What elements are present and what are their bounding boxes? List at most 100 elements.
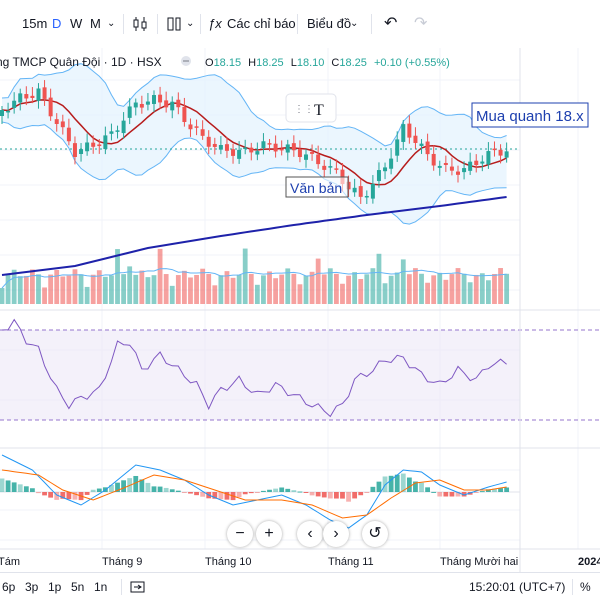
candle-body <box>224 144 229 151</box>
candle <box>474 154 479 173</box>
date-range-icon[interactable] <box>130 580 146 594</box>
candle <box>60 114 65 135</box>
volume-bar <box>66 275 72 304</box>
text-tool-popup[interactable] <box>285 93 337 123</box>
macd-histogram-bar <box>370 486 376 492</box>
candle-body <box>18 93 23 103</box>
volume-bar <box>370 268 376 304</box>
candle <box>443 155 448 172</box>
candlestick-icon[interactable] <box>132 16 148 36</box>
candle-body <box>66 127 71 142</box>
chart-type-button[interactable]: Biểu đồ <box>307 16 352 31</box>
symbol-title[interactable]: ng TMCP Quân Đội · 1D · HSX <box>0 55 162 69</box>
volume-bar <box>30 269 35 304</box>
candle <box>468 152 473 175</box>
candle-body <box>188 124 193 130</box>
candle <box>291 135 296 157</box>
text-note-box[interactable] <box>285 176 349 198</box>
candle <box>231 143 236 164</box>
macd-histogram-bar <box>200 492 206 497</box>
interval-15m[interactable]: 15m <box>22 16 48 31</box>
volume-bar <box>340 283 345 304</box>
candle <box>364 190 369 204</box>
chevron-down-icon[interactable]: ⌄ <box>350 18 359 29</box>
percent-scale-button[interactable]: % <box>580 580 591 594</box>
zoom-in-button[interactable]: + <box>256 521 282 547</box>
range-1m-button[interactable]: 1p <box>48 580 62 594</box>
chart-canvas[interactable]: ng TMCP Quân Đội · 1D · HSX O18.15 H18.2… <box>0 48 600 572</box>
candle <box>12 92 17 114</box>
macd-histogram-bar <box>309 492 315 496</box>
macd-histogram-bar <box>267 489 272 492</box>
candle-body <box>115 130 120 132</box>
scroll-right-button[interactable]: › <box>323 521 349 547</box>
interval-m[interactable]: M <box>90 16 101 31</box>
candle-body <box>249 147 254 153</box>
volume-bar <box>303 275 309 304</box>
macd-histogram-bar <box>42 492 47 496</box>
candle-body <box>30 95 35 98</box>
candle <box>97 139 102 154</box>
volume-bar <box>157 248 163 304</box>
candle-body <box>480 161 485 164</box>
volume-bar <box>437 272 443 304</box>
candle <box>407 115 412 144</box>
range-5d-button[interactable]: 5n <box>71 580 85 594</box>
time-label: Tháng 11 <box>328 556 374 568</box>
zoom-out-button[interactable]: − <box>227 521 253 547</box>
volume-bar <box>139 270 145 304</box>
macd-histogram-bar <box>461 492 467 497</box>
toolbar-divider <box>157 14 158 34</box>
candle <box>42 80 47 106</box>
clock-time[interactable]: 15:20:01 (UTC+7) <box>469 580 566 594</box>
volume-bar <box>254 284 260 304</box>
chevron-down-icon[interactable]: ⌄ <box>186 18 195 29</box>
reset-chart-button[interactable]: ↺ <box>362 521 388 547</box>
candle <box>218 136 223 155</box>
compare-icon[interactable] <box>166 16 182 36</box>
candle-body <box>437 165 442 168</box>
interval-d[interactable]: D <box>52 16 62 31</box>
bollinger-lower-line <box>1 121 507 225</box>
volume-bar <box>279 274 285 304</box>
volume-bar <box>224 271 230 304</box>
volume-bar <box>96 270 102 304</box>
function-icon[interactable]: ƒx <box>208 16 222 31</box>
macd-histogram-bar <box>248 492 254 494</box>
range-1d-button[interactable]: 1n <box>94 580 108 594</box>
range-3m-button[interactable]: 3p <box>25 580 39 594</box>
candle <box>212 137 217 155</box>
drag-handle-icon[interactable]: ⋮⋮ <box>294 104 314 115</box>
buy-note-box[interactable] <box>471 102 589 128</box>
indicators-button[interactable]: Các chỉ báo <box>227 16 296 31</box>
macd-histogram-bar <box>48 492 54 498</box>
candle <box>273 135 278 158</box>
interval-w[interactable]: W <box>70 16 83 31</box>
scroll-left-button[interactable]: ‹ <box>297 521 323 547</box>
text-tool-icon[interactable]: T <box>314 102 324 119</box>
volume-bar <box>200 268 206 304</box>
candle-body <box>176 99 181 108</box>
macd-histogram-bar <box>0 478 5 492</box>
volume-bar <box>78 274 84 304</box>
candle-body <box>431 153 436 166</box>
volume-bar <box>394 272 400 304</box>
volume-bar <box>425 282 430 304</box>
volume-bar <box>182 270 187 304</box>
volume-bar <box>267 271 272 304</box>
macd-histogram-bar <box>242 492 248 495</box>
chevron-down-icon[interactable]: ⌄ <box>107 18 116 29</box>
range-6m-button[interactable]: 6p <box>2 580 16 594</box>
redo-icon[interactable]: ↷ <box>414 15 428 32</box>
macd-histogram-bar <box>364 492 370 493</box>
macd-histogram-bar <box>261 490 266 492</box>
macd-line <box>1 454 507 529</box>
volume-bar <box>261 275 266 304</box>
candle <box>255 142 260 161</box>
candle-body <box>170 101 175 111</box>
undo-icon[interactable]: ↶ <box>384 15 398 32</box>
candle <box>243 139 248 155</box>
macd-histogram-bar <box>376 481 382 492</box>
candle <box>0 106 4 124</box>
macd-histogram-bar <box>346 492 351 502</box>
